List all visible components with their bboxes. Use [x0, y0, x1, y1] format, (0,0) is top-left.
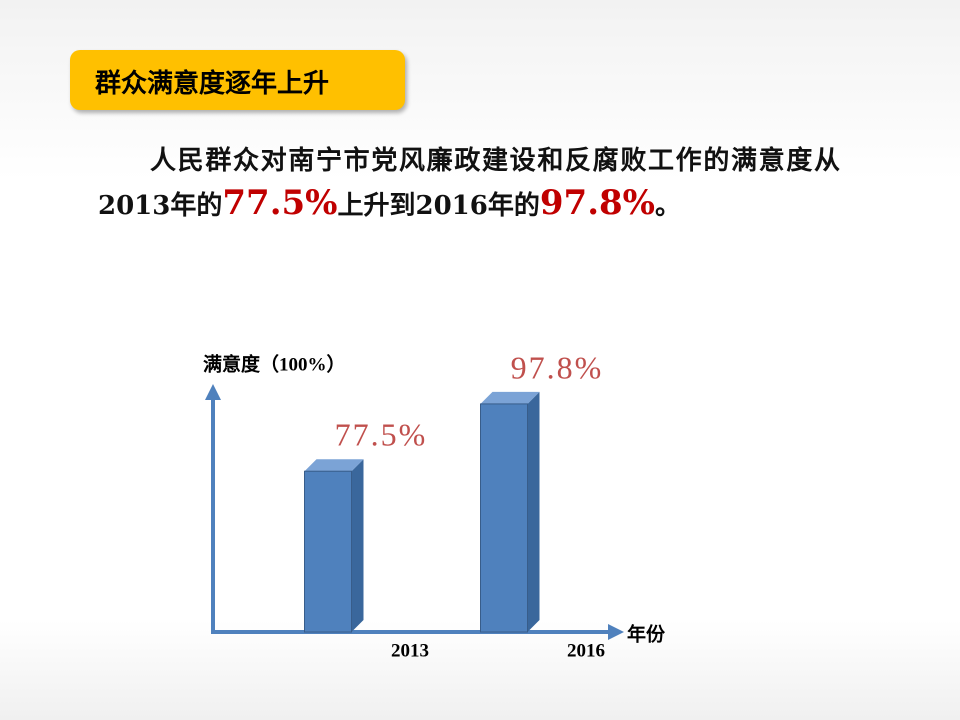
- highlight: 97.8%: [539, 183, 655, 223]
- bar-side: [527, 391, 540, 632]
- bar-top: [480, 391, 540, 404]
- x-tick-label: 2016: [567, 640, 605, 661]
- value-label: 77.5%: [335, 417, 428, 453]
- title-badge: 群众满意度逐年上升: [70, 50, 405, 110]
- x-axis-label: 年份: [627, 622, 666, 645]
- y-axis-label: 满意度（100%）: [203, 352, 346, 375]
- x-tick-label: 2013: [391, 640, 429, 661]
- text: 。: [655, 191, 682, 221]
- bar-side: [351, 459, 364, 632]
- highlight: 77.5%: [222, 183, 338, 223]
- text: 人民群众对南宁市党风廉政建设和反腐败工作的满意度从2013年的: [98, 146, 840, 221]
- bar: [304, 470, 352, 633]
- text: 上升到2016年的: [337, 191, 540, 221]
- title: 群众满意度逐年上升: [95, 69, 330, 99]
- bar-top: [304, 459, 364, 472]
- bar: [480, 403, 528, 633]
- value-label: 97.8%: [511, 349, 604, 385]
- paragraph: 人民群众对南宁市党风廉政建设和反腐败工作的满意度从2013年的77.5%上升到2…: [98, 140, 840, 227]
